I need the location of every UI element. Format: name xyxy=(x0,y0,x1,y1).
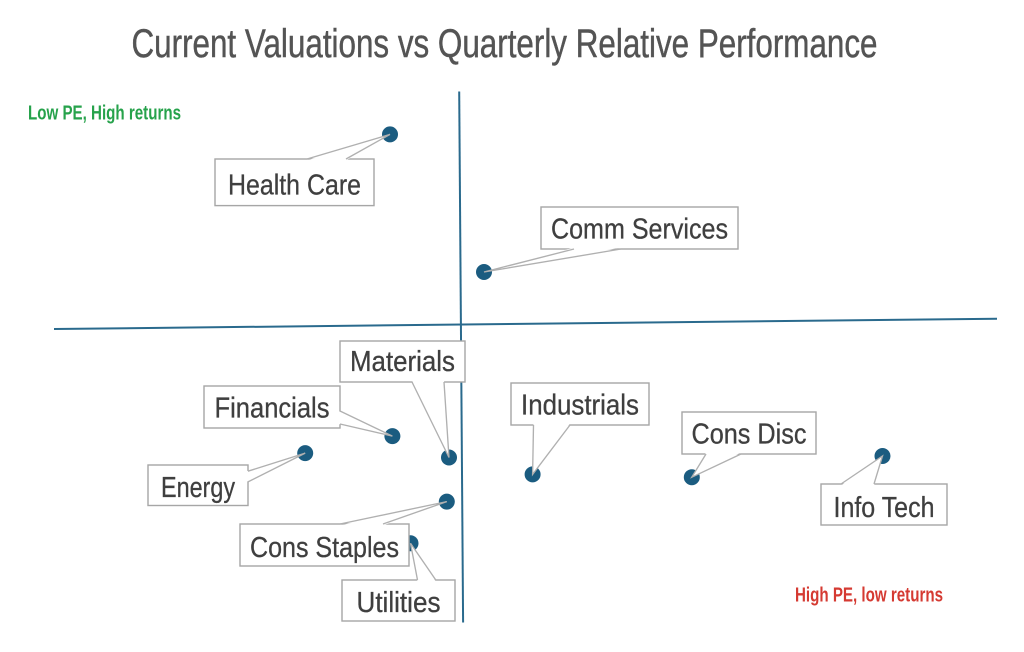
svg-text:Utilities: Utilities xyxy=(357,587,441,619)
svg-text:Industrials: Industrials xyxy=(521,390,639,422)
svg-text:Info Tech: Info Tech xyxy=(834,492,935,524)
svg-text:Cons Staples: Cons Staples xyxy=(250,532,399,564)
svg-text:Financials: Financials xyxy=(215,393,330,425)
svg-text:Low PE, High returns: Low PE, High returns xyxy=(28,103,181,125)
svg-text:Energy: Energy xyxy=(161,472,235,504)
svg-text:Materials: Materials xyxy=(350,346,455,378)
svg-text:Health Care: Health Care xyxy=(228,170,361,202)
svg-text:Current Valuations vs Quarterl: Current Valuations vs Quarterly Relative… xyxy=(132,22,878,66)
svg-text:Comm Services: Comm Services xyxy=(551,214,728,246)
svg-text:High PE, low returns: High PE, low returns xyxy=(795,585,943,607)
svg-text:Cons Disc: Cons Disc xyxy=(692,419,807,451)
